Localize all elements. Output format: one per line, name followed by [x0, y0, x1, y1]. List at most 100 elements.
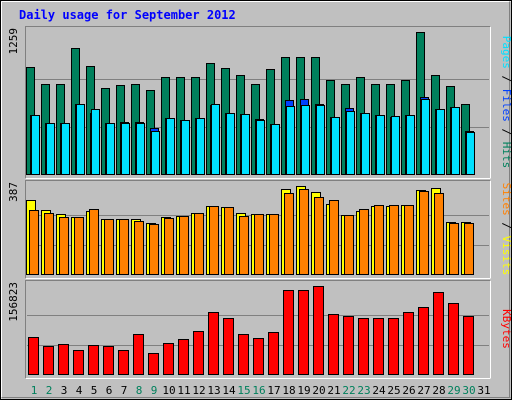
ymax-label: 387	[7, 182, 20, 202]
bar-pages-day-23	[361, 113, 370, 175]
bar-kbytes-day-7	[118, 350, 129, 375]
bar-pages-day-19	[301, 105, 310, 175]
bar-kbytes-day-25	[388, 318, 399, 375]
bar-pages-day-24	[376, 115, 385, 175]
bar-pages-day-1	[31, 115, 40, 175]
bar-sites-day-21	[329, 200, 339, 275]
legend-part: Files	[500, 89, 512, 122]
day-label-13: 13	[207, 384, 220, 397]
bar-sites-day-3	[59, 217, 69, 275]
bar-pages-day-4	[76, 104, 85, 175]
legend-part: /	[500, 216, 512, 236]
bar-kbytes-day-26	[403, 312, 414, 375]
bar-pages-day-26	[406, 115, 415, 175]
bar-kbytes-day-24	[373, 318, 384, 375]
bar-kbytes-day-14	[223, 318, 234, 375]
day-label-31: 31	[477, 384, 490, 397]
day-label-12: 12	[192, 384, 205, 397]
series-legend-label: KBytes	[500, 309, 512, 349]
bar-pages-day-30	[466, 132, 475, 175]
bar-kbytes-day-12	[193, 331, 204, 375]
bar-kbytes-day-29	[448, 303, 459, 375]
day-label-4: 4	[76, 384, 83, 397]
series-legend-label: Pages / Files / Hits	[500, 36, 512, 169]
day-label-1: 1	[31, 384, 38, 397]
bar-sites-day-18	[284, 193, 294, 275]
bar-pages-day-25	[391, 116, 400, 175]
bar-pages-day-8	[136, 123, 145, 175]
bar-kbytes-day-2	[43, 346, 54, 375]
bar-sites-day-1	[29, 210, 39, 275]
day-label-18: 18	[282, 384, 295, 397]
bar-sites-day-30	[464, 223, 474, 275]
bar-kbytes-day-28	[433, 292, 444, 375]
bar-pages-day-16	[256, 120, 265, 175]
day-label-23: 23	[357, 384, 370, 397]
bar-pages-day-27	[421, 99, 430, 175]
bar-kbytes-day-6	[103, 346, 114, 375]
bar-kbytes-day-3	[58, 344, 69, 375]
day-label-27: 27	[417, 384, 430, 397]
day-label-5: 5	[91, 384, 98, 397]
bar-kbytes-day-16	[253, 338, 264, 375]
bar-sites-day-24	[374, 205, 384, 275]
ymax-label: 1259	[7, 28, 20, 55]
day-label-11: 11	[177, 384, 190, 397]
bar-pages-day-14	[226, 113, 235, 175]
day-label-24: 24	[372, 384, 386, 397]
bar-pages-day-17	[271, 124, 280, 175]
legend-part: Pages	[500, 36, 512, 69]
bar-kbytes-day-18	[283, 290, 294, 375]
day-label-20: 20	[312, 384, 325, 397]
legend-part: Hits	[500, 142, 512, 169]
bar-pages-day-20	[316, 105, 325, 175]
bar-kbytes-day-11	[178, 339, 189, 375]
bar-kbytes-day-27	[418, 307, 429, 375]
day-label-6: 6	[106, 384, 113, 397]
bar-pages-day-11	[181, 120, 190, 175]
bar-kbytes-day-9	[148, 353, 159, 375]
bar-sites-day-9	[149, 224, 159, 275]
bar-pages-day-21	[331, 117, 340, 175]
day-label-26: 26	[402, 384, 415, 397]
bar-kbytes-day-23	[358, 318, 369, 375]
bar-pages-day-12	[196, 118, 205, 175]
bar-pages-day-18	[286, 106, 295, 175]
bar-sites-day-5	[89, 209, 99, 275]
bar-pages-day-10	[166, 118, 175, 175]
bar-sites-day-7	[119, 219, 129, 275]
bar-sites-day-16	[254, 214, 264, 275]
bar-sites-day-12	[194, 213, 204, 275]
day-label-30: 30	[462, 384, 475, 397]
bar-kbytes-day-19	[298, 290, 309, 375]
day-label-21: 21	[327, 384, 340, 397]
bar-pages-day-3	[61, 123, 70, 175]
bar-kbytes-day-22	[343, 316, 354, 375]
panel-visits-sites: 387 Sites / Visits	[7, 180, 512, 279]
bar-pages-day-29	[451, 107, 460, 175]
day-label-14: 14	[222, 384, 236, 397]
bar-pages-day-9	[151, 131, 160, 175]
bar-sites-day-15	[239, 216, 249, 275]
day-label-22: 22	[342, 384, 355, 397]
x-axis-day-labels: 1 2 3 4 5 6 7 8 9 10 11 12 13 14 15 16 17 18 19 20 21 22 23 24 2…	[31, 384, 491, 397]
bar-sites-day-13	[209, 206, 219, 275]
bar-sites-day-4	[74, 217, 84, 275]
day-label-29: 29	[447, 384, 460, 397]
day-label-10: 10	[162, 384, 175, 397]
bar-kbytes-day-1	[28, 337, 39, 375]
day-label-16: 16	[252, 384, 265, 397]
bar-sites-day-29	[449, 223, 459, 275]
day-label-8: 8	[136, 384, 143, 397]
bar-kbytes-day-10	[163, 343, 174, 375]
bar-kbytes-day-15	[238, 334, 249, 375]
bar-sites-day-10	[164, 218, 174, 275]
bar-sites-day-14	[224, 207, 234, 275]
bar-kbytes-day-13	[208, 312, 219, 375]
chart-panels: 1259 Pages / Files / Hits 387 Sites / Visit…	[7, 26, 512, 379]
series-legend-label: Sites / Visits	[500, 183, 512, 276]
bar-kbytes-day-30	[463, 316, 474, 375]
legend-part: KBytes	[500, 309, 512, 349]
